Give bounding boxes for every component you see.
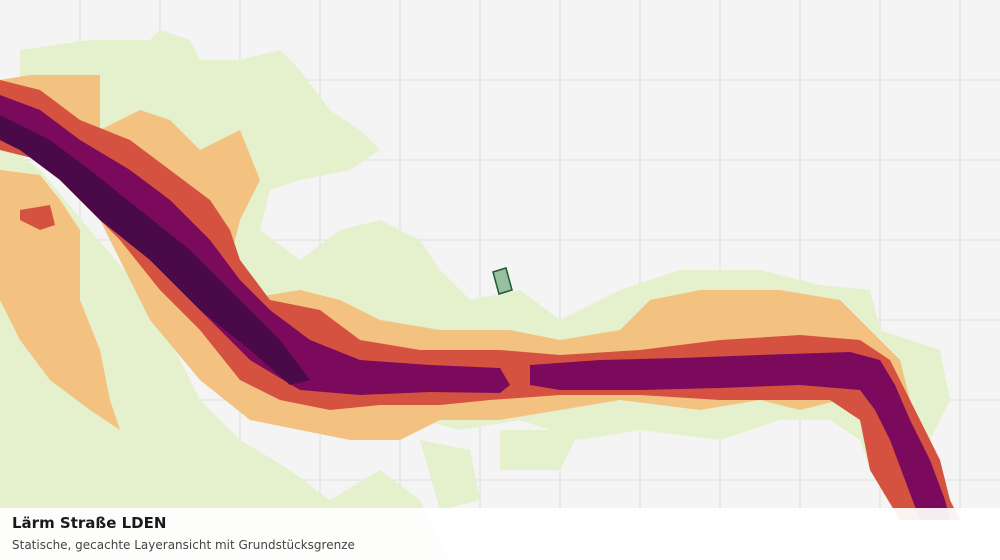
parcel-boundary[interactable] (492, 267, 513, 295)
noise-band-5 (0, 115, 310, 385)
map-subtitle: Statische, gecachte Layeransicht mit Gru… (12, 538, 355, 552)
noise-band-4 (0, 95, 950, 520)
map-title: Lärm Straße LDEN (12, 514, 167, 532)
map-caption: Lärm Straße LDEN Statische, gecachte Lay… (0, 508, 1000, 560)
